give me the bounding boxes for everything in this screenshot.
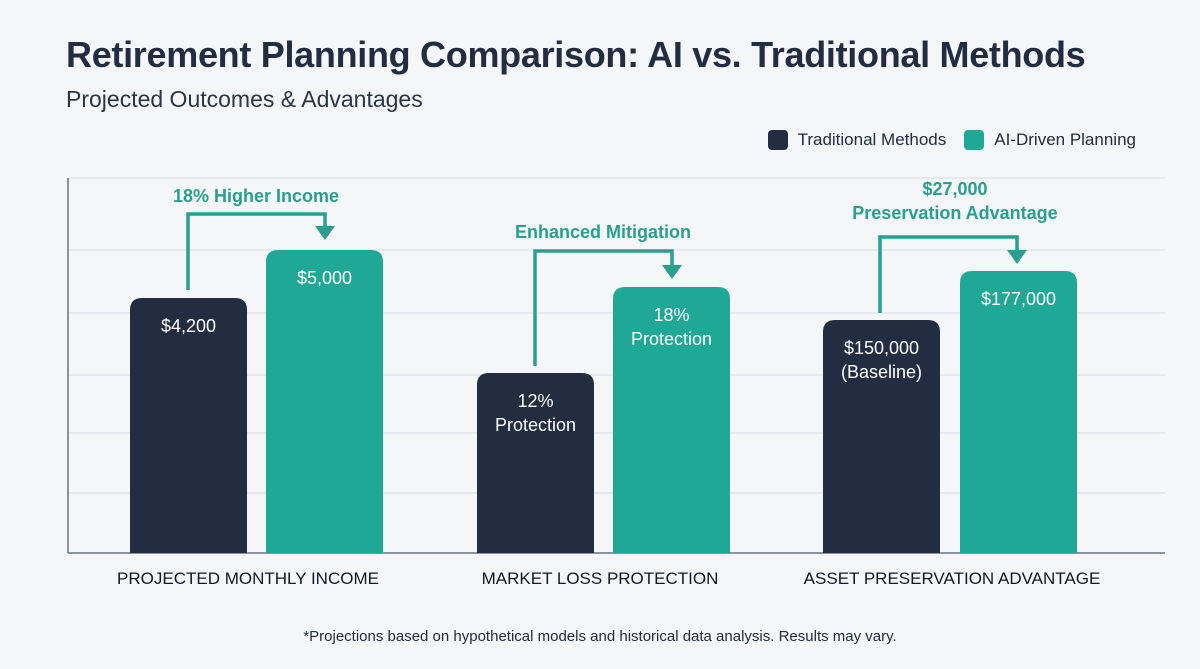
category-label: MARKET LOSS PROTECTION [482, 569, 719, 588]
annotation-connector [878, 235, 1019, 313]
bar-value-label: $150,000 [844, 338, 919, 358]
legend-label-ai: AI-Driven Planning [994, 130, 1136, 149]
bar-value-label: 12% [517, 391, 553, 411]
category-label: PROJECTED MONTHLY INCOME [117, 569, 379, 588]
bar-value-label: 18% [653, 305, 689, 325]
bar-ai [266, 250, 383, 553]
bar-traditional [823, 320, 940, 553]
bar-value-label: Protection [631, 329, 712, 349]
annotation-label: Preservation Advantage [852, 203, 1057, 223]
bar-ai [613, 287, 730, 553]
category-label: ASSET PRESERVATION ADVANTAGE [804, 569, 1101, 588]
footnote: *Projections based on hypothetical model… [303, 628, 897, 645]
bar-value-label: $177,000 [981, 289, 1056, 309]
annotation-connector [533, 249, 674, 366]
annotation-label: $27,000 [922, 179, 987, 199]
arrow-down-icon [662, 265, 682, 279]
annotation-connector [186, 212, 327, 290]
annotation-label: 18% Higher Income [173, 186, 339, 206]
page-subtitle: Projected Outcomes & Advantages [66, 86, 423, 112]
page-title: Retirement Planning Comparison: AI vs. T… [66, 34, 1086, 75]
legend-item-ai: AI-Driven Planning [964, 130, 1136, 150]
bar-traditional [130, 298, 247, 553]
legend-item-traditional: Traditional Methods [767, 130, 947, 150]
arrow-down-icon [315, 226, 335, 240]
legend-swatch-ai [964, 130, 985, 150]
legend: Traditional Methods AI-Driven Planning [767, 130, 1136, 150]
legend-label-traditional: Traditional Methods [797, 130, 947, 149]
bar-traditional [477, 373, 594, 553]
bar-ai [960, 271, 1077, 553]
bar-value-label: (Baseline) [841, 362, 922, 382]
arrow-down-icon [1007, 250, 1027, 264]
bar-value-label: $5,000 [297, 268, 352, 288]
bar-value-label: $4,200 [161, 316, 216, 336]
bar-value-label: Protection [495, 415, 576, 435]
annotation-label: Enhanced Mitigation [515, 222, 691, 242]
legend-swatch-traditional [767, 130, 788, 150]
